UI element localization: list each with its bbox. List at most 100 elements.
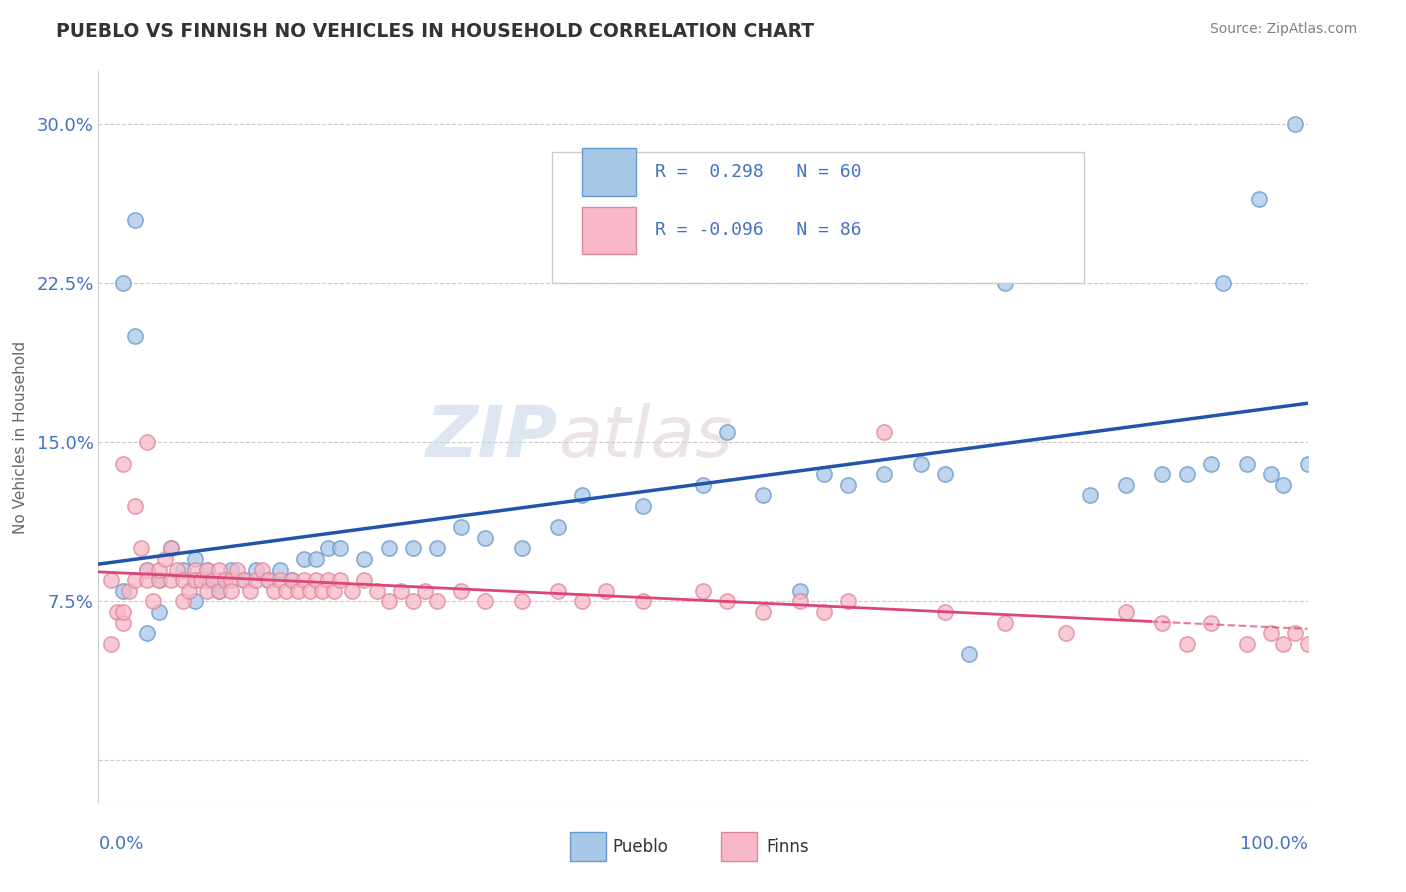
Point [142, 594, 165, 608]
Point [1249, 192, 1271, 206]
Point [752, 488, 775, 502]
Point [377, 541, 399, 556]
Point [1152, 467, 1174, 482]
Point [160, 573, 183, 587]
Point [323, 583, 346, 598]
Point [389, 583, 412, 598]
Point [100, 637, 122, 651]
Point [873, 425, 896, 439]
Point [118, 583, 141, 598]
Point [631, 594, 654, 608]
Point [450, 583, 472, 598]
Point [1212, 277, 1234, 291]
Point [402, 541, 425, 556]
Point [547, 520, 569, 534]
Point [837, 477, 859, 491]
Point [994, 277, 1017, 291]
Point [299, 583, 322, 598]
Point [837, 594, 859, 608]
Point [994, 615, 1017, 630]
Point [813, 467, 835, 482]
Text: 100.0%: 100.0% [1240, 835, 1308, 853]
Point [426, 541, 449, 556]
Point [129, 541, 152, 556]
Point [195, 563, 218, 577]
Point [1272, 637, 1295, 651]
Point [124, 573, 146, 587]
Point [716, 425, 738, 439]
Point [474, 531, 496, 545]
Point [1284, 626, 1306, 640]
Point [426, 594, 449, 608]
Point [316, 573, 339, 587]
Bar [582, 207, 637, 254]
Point [1175, 467, 1198, 482]
Point [1260, 626, 1282, 640]
Point [184, 563, 207, 577]
Point [1284, 117, 1306, 131]
Point [148, 573, 170, 587]
Point [571, 594, 593, 608]
Point [153, 552, 176, 566]
Point [202, 573, 225, 587]
Point [111, 277, 134, 291]
Point [184, 594, 207, 608]
Point [245, 563, 267, 577]
Point [172, 573, 194, 587]
Point [1199, 457, 1222, 471]
Point [160, 541, 183, 556]
Point [281, 573, 304, 587]
Point [329, 573, 352, 587]
Point [172, 563, 194, 577]
Point [474, 594, 496, 608]
Point [111, 583, 134, 598]
Point [366, 583, 388, 598]
Point [316, 541, 339, 556]
Point [226, 563, 249, 577]
Point [305, 552, 328, 566]
Point [105, 605, 128, 619]
Point [1115, 605, 1137, 619]
Point [1175, 637, 1198, 651]
Point [135, 626, 157, 640]
Point [124, 212, 146, 227]
Point [111, 457, 134, 471]
Point [873, 467, 896, 482]
Point [274, 583, 297, 598]
Point [692, 583, 714, 598]
Point [124, 499, 146, 513]
Point [450, 520, 472, 534]
Point [184, 573, 207, 587]
Point [789, 594, 811, 608]
Point [195, 583, 218, 598]
Point [250, 563, 273, 577]
Point [160, 541, 183, 556]
Point [208, 583, 231, 598]
Point [135, 573, 157, 587]
Text: Pueblo: Pueblo [613, 838, 668, 855]
Point [208, 573, 231, 587]
Point [179, 583, 201, 598]
Point [124, 329, 146, 343]
Point [135, 563, 157, 577]
Bar [569, 832, 606, 862]
Point [692, 477, 714, 491]
Point [1236, 637, 1258, 651]
Point [631, 499, 654, 513]
Point [377, 594, 399, 608]
Point [1296, 637, 1319, 651]
Point [208, 563, 231, 577]
Point [195, 563, 218, 577]
Text: atlas: atlas [558, 402, 733, 472]
Point [789, 583, 811, 598]
Point [245, 573, 267, 587]
Point [256, 573, 278, 587]
Point [208, 583, 231, 598]
Point [1260, 467, 1282, 482]
Point [135, 563, 157, 577]
Point [305, 573, 328, 587]
Point [716, 594, 738, 608]
Point [934, 467, 956, 482]
Point [910, 457, 932, 471]
Point [752, 605, 775, 619]
